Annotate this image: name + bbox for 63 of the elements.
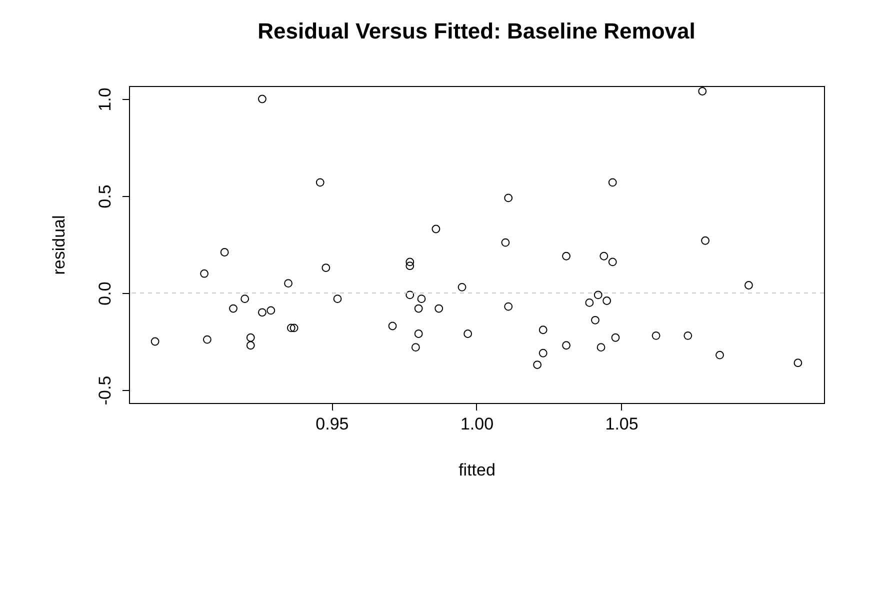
point xyxy=(698,87,707,96)
point xyxy=(652,331,660,340)
x-tick-label: 0.95 xyxy=(316,414,349,434)
point xyxy=(322,264,330,272)
point xyxy=(432,224,440,234)
point xyxy=(333,294,342,304)
x-axis-title: fitted xyxy=(458,460,496,480)
point xyxy=(684,331,692,340)
point xyxy=(406,258,414,266)
point xyxy=(150,337,160,346)
point xyxy=(602,296,612,305)
point xyxy=(246,333,255,342)
point xyxy=(434,304,444,313)
point xyxy=(716,350,724,360)
point xyxy=(562,341,570,350)
point xyxy=(538,348,548,358)
point xyxy=(388,322,397,330)
y-tick-label: 1.0 xyxy=(96,88,114,112)
point xyxy=(406,290,414,300)
point xyxy=(266,306,276,315)
point xyxy=(504,194,513,202)
point xyxy=(608,178,617,187)
point xyxy=(538,326,548,334)
point xyxy=(414,304,423,313)
chart-title: Residual Versus Fitted: Baseline Removal xyxy=(258,18,696,44)
point xyxy=(600,252,608,260)
point xyxy=(504,302,513,311)
point xyxy=(701,236,710,245)
y-tick-label: -0.5 xyxy=(96,376,114,406)
point xyxy=(596,343,606,352)
point xyxy=(240,294,250,304)
point xyxy=(594,290,602,300)
point xyxy=(246,341,255,350)
point xyxy=(417,294,426,304)
point xyxy=(608,258,617,266)
y-tick-label: 0.5 xyxy=(96,184,114,208)
point xyxy=(220,248,229,256)
point xyxy=(202,335,212,344)
point xyxy=(611,333,620,342)
point xyxy=(414,330,423,338)
point xyxy=(406,262,414,270)
point xyxy=(794,358,802,368)
point xyxy=(258,94,266,104)
x-tick-label: 1.00 xyxy=(460,414,494,434)
point xyxy=(464,330,472,338)
point xyxy=(258,308,266,317)
point xyxy=(286,324,296,332)
point xyxy=(533,360,542,369)
x-tick-label: 1.05 xyxy=(605,414,638,434)
point xyxy=(585,298,594,307)
point xyxy=(284,279,292,288)
point xyxy=(501,238,510,247)
point xyxy=(591,316,600,324)
point xyxy=(316,178,324,187)
y-axis-title: residual xyxy=(50,215,68,275)
point xyxy=(744,281,753,290)
y-tick-label: 0.0 xyxy=(96,282,114,306)
point xyxy=(290,324,298,332)
point xyxy=(458,282,466,292)
point xyxy=(200,269,208,278)
point xyxy=(562,252,570,260)
point xyxy=(229,304,238,313)
point xyxy=(411,343,420,352)
